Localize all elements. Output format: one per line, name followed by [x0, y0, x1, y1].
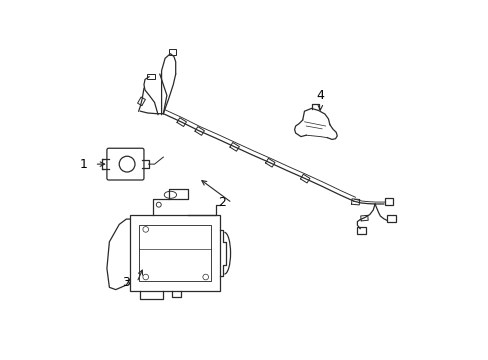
FancyBboxPatch shape	[107, 148, 143, 180]
Circle shape	[142, 274, 148, 280]
Text: 4: 4	[316, 89, 324, 102]
Circle shape	[156, 202, 161, 207]
Ellipse shape	[164, 191, 176, 198]
Text: 2: 2	[217, 197, 225, 210]
Text: 3: 3	[122, 276, 130, 289]
Circle shape	[203, 274, 208, 280]
Bar	[168, 49, 176, 55]
Bar	[357, 226, 366, 234]
Bar	[139, 225, 210, 281]
Bar	[130, 215, 219, 291]
Circle shape	[142, 226, 148, 232]
Text: 1: 1	[80, 158, 88, 171]
Bar	[147, 74, 154, 80]
Bar	[386, 215, 395, 222]
Bar	[384, 198, 392, 205]
